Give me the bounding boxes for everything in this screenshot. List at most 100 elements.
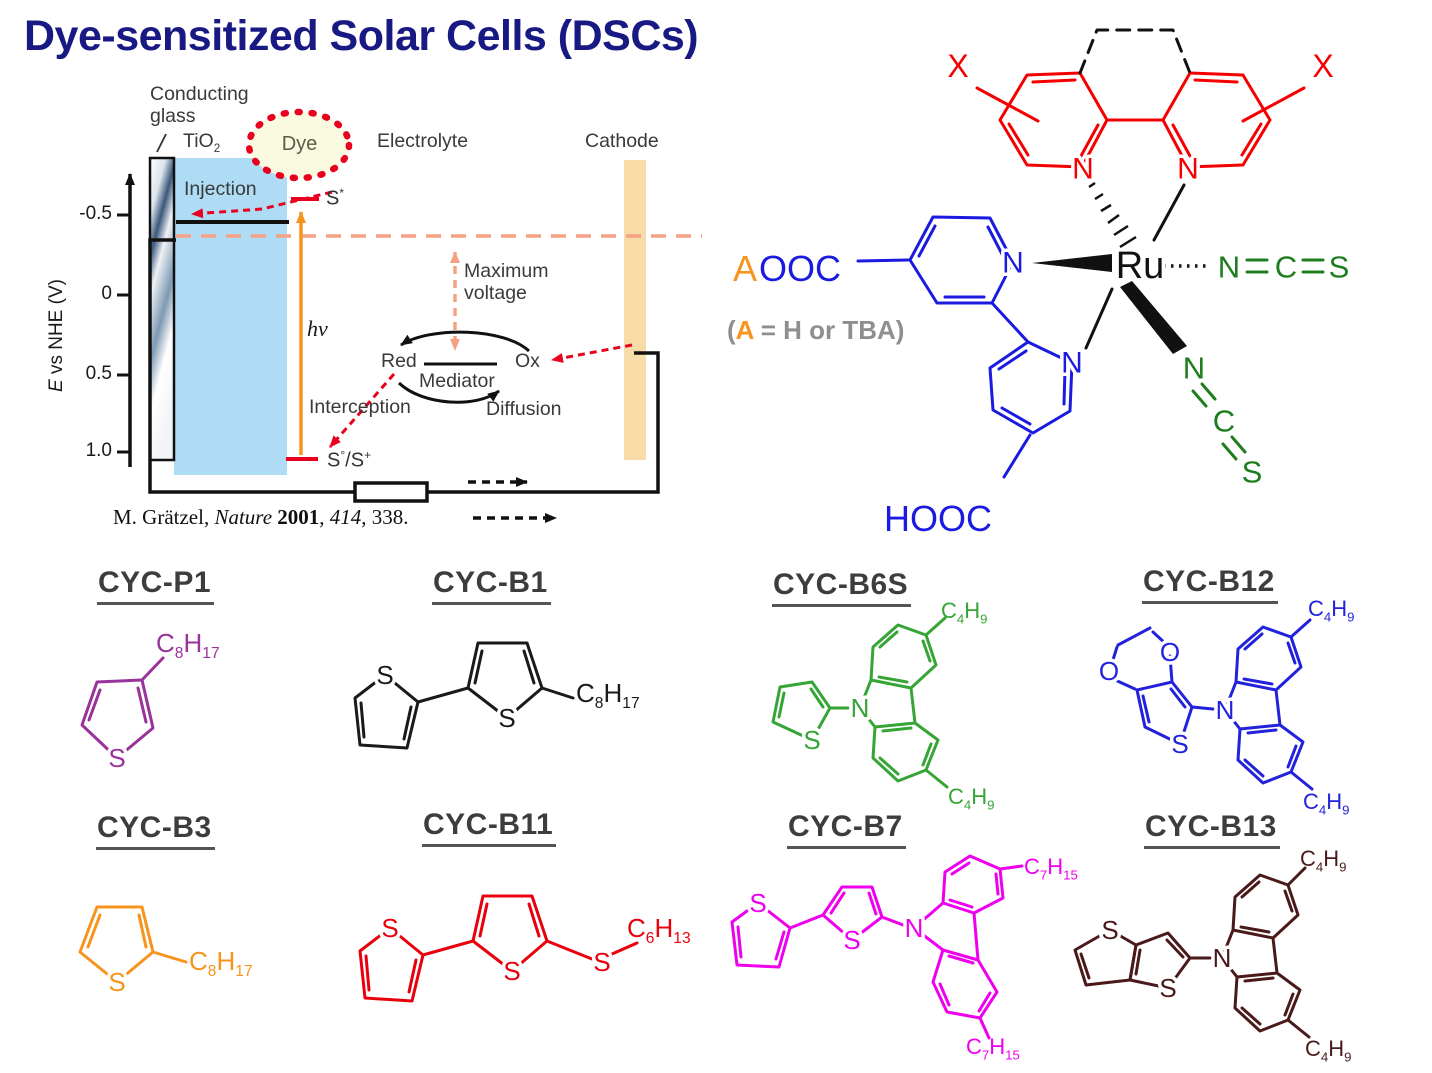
hashed-bond-ru-n: [1088, 181, 1137, 249]
s-atom: S: [803, 725, 820, 755]
wedge-bond-ru-bpy: [1032, 254, 1112, 272]
alkyl-label-cyc-b12-top: C4H9: [1308, 596, 1355, 625]
n-atom: N: [905, 913, 924, 943]
cyc-b11-structure: S S S: [358, 894, 639, 1003]
alkyl-label-cyc-b13-bottom: C4H9: [1305, 1036, 1352, 1065]
mol-name-cyc-p1: CYC-P1: [97, 566, 215, 605]
citation-year: 2001: [277, 505, 320, 529]
coordination-bonds: [1032, 181, 1210, 354]
n-atom-bpy-top: N: [1002, 247, 1024, 280]
electrode-layers: [148, 156, 646, 475]
mediator-bottom-arc: [397, 381, 500, 404]
x-substituent-left: X: [947, 48, 968, 84]
alkyl-label-cyc-p1: C8H17: [156, 628, 220, 663]
mol-name-cyc-b7: CYC-B7: [787, 810, 906, 849]
red-ligand: [975, 71, 1306, 169]
mol-name-cyc-b12: CYC-B12: [1142, 565, 1278, 604]
n-atom-red-right: N: [1177, 153, 1199, 186]
alkyl-label-cyc-b1: C8H17: [576, 678, 640, 713]
legend-open: (: [727, 315, 736, 345]
cyc-b3-structure: S: [78, 905, 188, 1001]
blue-bipyridine-ligand: [856, 215, 1074, 479]
alkyl-label-cyc-b7-bottom: C7H15: [966, 1034, 1020, 1063]
citation-journal: Nature: [214, 505, 278, 529]
s-atom: S: [749, 888, 766, 918]
s-atom: S: [1101, 915, 1118, 945]
aooc-a-label: A: [733, 248, 757, 289]
label-ox: Ox: [515, 350, 540, 372]
n-atom: N: [851, 693, 870, 723]
bond-ru-n-bpy2: [1084, 287, 1114, 350]
alkyl-label-cyc-b6s-top: C4H9: [941, 598, 988, 627]
n-atom-red-left: N: [1072, 153, 1094, 186]
alkyl-label-cyc-b12-bottom: C4H9: [1303, 789, 1350, 818]
label-electrolyte: Electrolyte: [377, 130, 469, 152]
counterion-legend: (A = H or TBA): [727, 315, 904, 346]
s-atom: S: [1159, 973, 1176, 1003]
ru-complex-structure: X X N N Ru N C S N C S N N A OOC HOOC: [730, 28, 1353, 543]
citation-author: M. Grätzel,: [113, 505, 215, 529]
citation: M. Grätzel, Nature 2001, 414, 338.: [113, 505, 409, 530]
alkyl-label-cyc-b6s-bottom: C4H9: [948, 784, 995, 813]
label-diffusion: Diffusion: [486, 398, 562, 420]
s-atom: S: [108, 967, 125, 997]
axis-tick-10: 1.0: [85, 440, 112, 461]
label-tio2: TiO2: [183, 130, 221, 155]
n-atom: N: [1216, 695, 1235, 725]
mol-name-cyc-b3: CYC-B3: [96, 811, 215, 850]
cyc-b6s-structure: S N: [771, 616, 949, 789]
ncs2-n-atom: N: [1183, 351, 1205, 386]
interception-arrow: [328, 373, 396, 448]
conducting-glass-layer: [148, 156, 176, 462]
page-title: Dye-sensitized Solar Cells (DSCs): [24, 12, 699, 60]
mol-name-cyc-b13: CYC-B13: [1144, 810, 1280, 849]
axis-label-e: E: [46, 379, 67, 392]
ncs2-s-atom: S: [1242, 455, 1263, 490]
alkyl-label-cyc-b13-top: C4H9: [1300, 846, 1347, 875]
cyc-b1-structure: S S: [353, 641, 575, 750]
hooc-label: HOOC: [884, 498, 992, 539]
ncs-ligand-bonds: [1191, 258, 1325, 461]
dsc-energy-diagram: [117, 108, 702, 523]
mediator-top-arc: [400, 330, 531, 353]
legend-rest: = H or TBA): [753, 315, 905, 345]
circuit: [148, 238, 660, 503]
s-atom: S: [381, 913, 398, 943]
ncs1-c-atom: C: [1275, 250, 1297, 285]
citation-volume: 414: [329, 505, 362, 529]
cyc-b13-structure: S S N: [1073, 866, 1311, 1039]
alkyl-label-cyc-b11: C6H13: [627, 913, 691, 948]
dye-fragment-structures: S S S S N: [78, 616, 1314, 1040]
cathode-regeneration-arrow: [551, 343, 633, 363]
mediator-cycle: [397, 330, 531, 404]
label-interception: Interception: [309, 396, 411, 418]
axis-tick-05: 0.5: [85, 363, 112, 384]
label-injection: Injection: [184, 178, 257, 200]
mol-name-cyc-b1: CYC-B1: [432, 566, 551, 605]
resistor: [353, 481, 429, 503]
label-max-voltage: Maximum voltage: [464, 260, 549, 304]
glass-pointer-line: [156, 133, 167, 153]
ncs2-c-atom: C: [1213, 404, 1235, 439]
axis-label: E vs NHE (V): [46, 279, 68, 392]
s-atom: S: [498, 703, 515, 733]
legend-a: A: [735, 315, 754, 345]
cyc-p1-structure: S: [80, 656, 165, 777]
s-atom: S: [376, 660, 393, 690]
injection-arrow: [191, 190, 333, 219]
aooc-ooc-label: OOC: [759, 248, 841, 289]
process-arrows: [191, 190, 633, 523]
alkyl-label-cyc-b7-top: C7H15: [1024, 854, 1078, 883]
optional-fused-ring-dashes: [1078, 28, 1192, 75]
label-dye: Dye: [281, 133, 318, 155]
ru-atom: Ru: [1116, 245, 1165, 287]
s-atom: S: [503, 956, 520, 986]
label-conducting-glass: Conducting glass: [150, 83, 249, 127]
label-s-star: S*: [326, 186, 345, 210]
citation-pages: , 338.: [361, 505, 409, 529]
citation-sep: ,: [319, 505, 330, 529]
dye-ellipse: [245, 108, 353, 182]
axis-tick-0: 0: [101, 283, 112, 304]
axis-label-rest: vs NHE (V): [46, 279, 67, 380]
